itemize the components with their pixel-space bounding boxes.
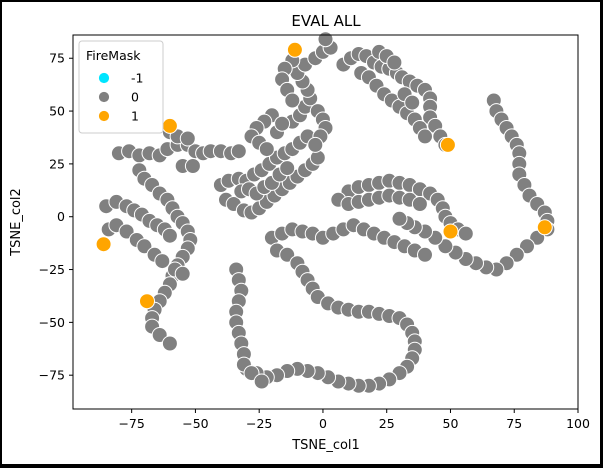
points-layer (95, 31, 556, 394)
x-tick-label: 0 (319, 416, 327, 431)
y-tick-label: 50 (49, 104, 65, 119)
y-tick-label: 0 (57, 209, 65, 224)
point-firemask-1 (442, 223, 459, 240)
point-firemask-0 (179, 130, 196, 147)
point-firemask-0 (417, 128, 433, 145)
legend: FireMask -1 0 1 (78, 40, 164, 134)
figure-canvas: EVAL ALL −75 −50 −25 0 25 50 75 100 75 50 25 0 −25−… (2, 2, 600, 464)
x-axis-label: TSNE_col1 (291, 438, 360, 453)
point-firemask-0 (279, 160, 296, 177)
scatter-chart: EVAL ALL −75 −50 −25 0 25 50 75 100 7550250−25−… (9, 12, 590, 453)
point-firemask-1 (536, 219, 553, 236)
legend-marker (98, 91, 110, 103)
point-firemask-0 (307, 136, 324, 153)
point-firemask-0 (519, 238, 535, 255)
point-firemask-0 (457, 225, 474, 242)
point-firemask-0 (174, 265, 191, 282)
point-firemask-1 (439, 136, 456, 153)
point-firemask-0 (417, 246, 433, 263)
point-firemask-0 (154, 253, 171, 270)
y-tick-label: −25 (39, 262, 65, 277)
x-axis-ticks: −75 −50 −25 0 25 50 75 100 (118, 409, 590, 431)
point-firemask-0 (386, 54, 403, 71)
plot-area-frame (72, 34, 579, 410)
y-tick-label: 25 (49, 156, 65, 171)
y-axis-ticks: 75 50 25 0 −25 −50 −75 (39, 51, 73, 383)
point-firemask-0 (161, 227, 178, 244)
point-firemask-0 (253, 373, 270, 390)
point-firemask-0 (437, 238, 454, 255)
point-firemask-0 (184, 158, 201, 174)
y-tick-label: 75 (49, 51, 65, 66)
point-firemask-1 (286, 41, 303, 58)
point-firemask-1 (139, 293, 155, 310)
x-tick-label: −50 (182, 416, 208, 431)
point-firemask-0 (411, 196, 428, 212)
x-tick-label: −25 (246, 416, 272, 431)
legend-label: -1 (131, 71, 143, 86)
point-firemask-0 (230, 143, 247, 160)
point-firemask-1 (161, 117, 178, 134)
point-firemask-1 (95, 236, 112, 253)
point-firemask-0 (404, 94, 421, 111)
point-firemask-0 (274, 115, 291, 132)
legend-marker (98, 72, 110, 84)
point-firemask-0 (161, 335, 178, 352)
point-firemask-0 (151, 327, 168, 343)
legend-box (78, 40, 164, 134)
y-axis-label: TSNE_col2 (9, 188, 24, 257)
legend-label: 0 (131, 90, 139, 105)
legend-marker (98, 110, 110, 122)
x-tick-label: 50 (443, 416, 459, 431)
legend-entries: -1 0 1 (98, 71, 143, 124)
x-tick-label: −75 (118, 416, 144, 431)
point-firemask-0 (391, 210, 408, 227)
y-tick-label: −50 (39, 315, 65, 330)
x-tick-label: 75 (506, 416, 522, 431)
point-firemask-0 (136, 238, 153, 255)
point-firemask-0 (258, 141, 275, 158)
legend-title: FireMask (86, 48, 141, 63)
y-tick-label: −75 (39, 368, 65, 383)
point-firemask-0 (118, 223, 135, 240)
chart-title: EVAL ALL (291, 12, 361, 30)
point-firemask-0 (284, 92, 301, 109)
point-firemask-0 (317, 31, 334, 48)
legend-label: 1 (131, 109, 139, 124)
x-tick-label: 25 (379, 416, 395, 431)
x-tick-label: 100 (566, 416, 590, 431)
